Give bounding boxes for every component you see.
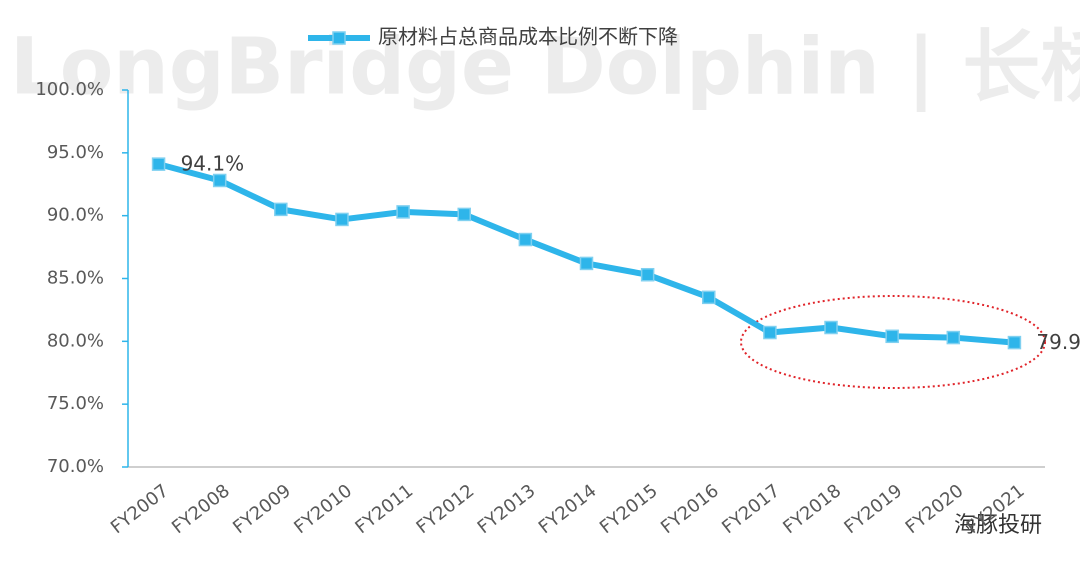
point-marker bbox=[151, 157, 166, 171]
point-marker bbox=[640, 267, 655, 282]
point-marker bbox=[946, 330, 961, 345]
point-marker bbox=[212, 173, 227, 188]
point-marker bbox=[274, 202, 288, 217]
point-marker bbox=[457, 207, 471, 222]
value-label: 79.9% bbox=[1036, 330, 1080, 354]
point-marker bbox=[885, 329, 899, 344]
source-mark: 海豚投研 bbox=[954, 513, 1042, 538]
point-marker bbox=[335, 212, 349, 227]
point-marker bbox=[763, 325, 777, 340]
value-label: 94.1% bbox=[181, 152, 245, 176]
point-marker bbox=[396, 205, 410, 219]
point-marker bbox=[579, 256, 594, 271]
y-tick-label: 85.0% bbox=[47, 268, 104, 289]
y-tick-label: 100.0% bbox=[35, 79, 104, 100]
point-marker bbox=[1007, 335, 1022, 350]
legend-marker bbox=[332, 31, 346, 45]
y-tick-label: 75.0% bbox=[47, 393, 104, 414]
point-marker bbox=[518, 232, 533, 247]
y-tick-label: 95.0% bbox=[47, 142, 104, 163]
y-tick-label: 90.0% bbox=[47, 205, 104, 226]
y-tick-label: 70.0% bbox=[47, 456, 104, 477]
legend-label: 原材料占总商品成本比例不断下降 bbox=[378, 25, 678, 49]
y-tick-label: 80.0% bbox=[47, 330, 104, 351]
point-marker bbox=[824, 320, 838, 335]
highlight-ellipse bbox=[740, 295, 1046, 389]
point-marker bbox=[702, 290, 716, 305]
